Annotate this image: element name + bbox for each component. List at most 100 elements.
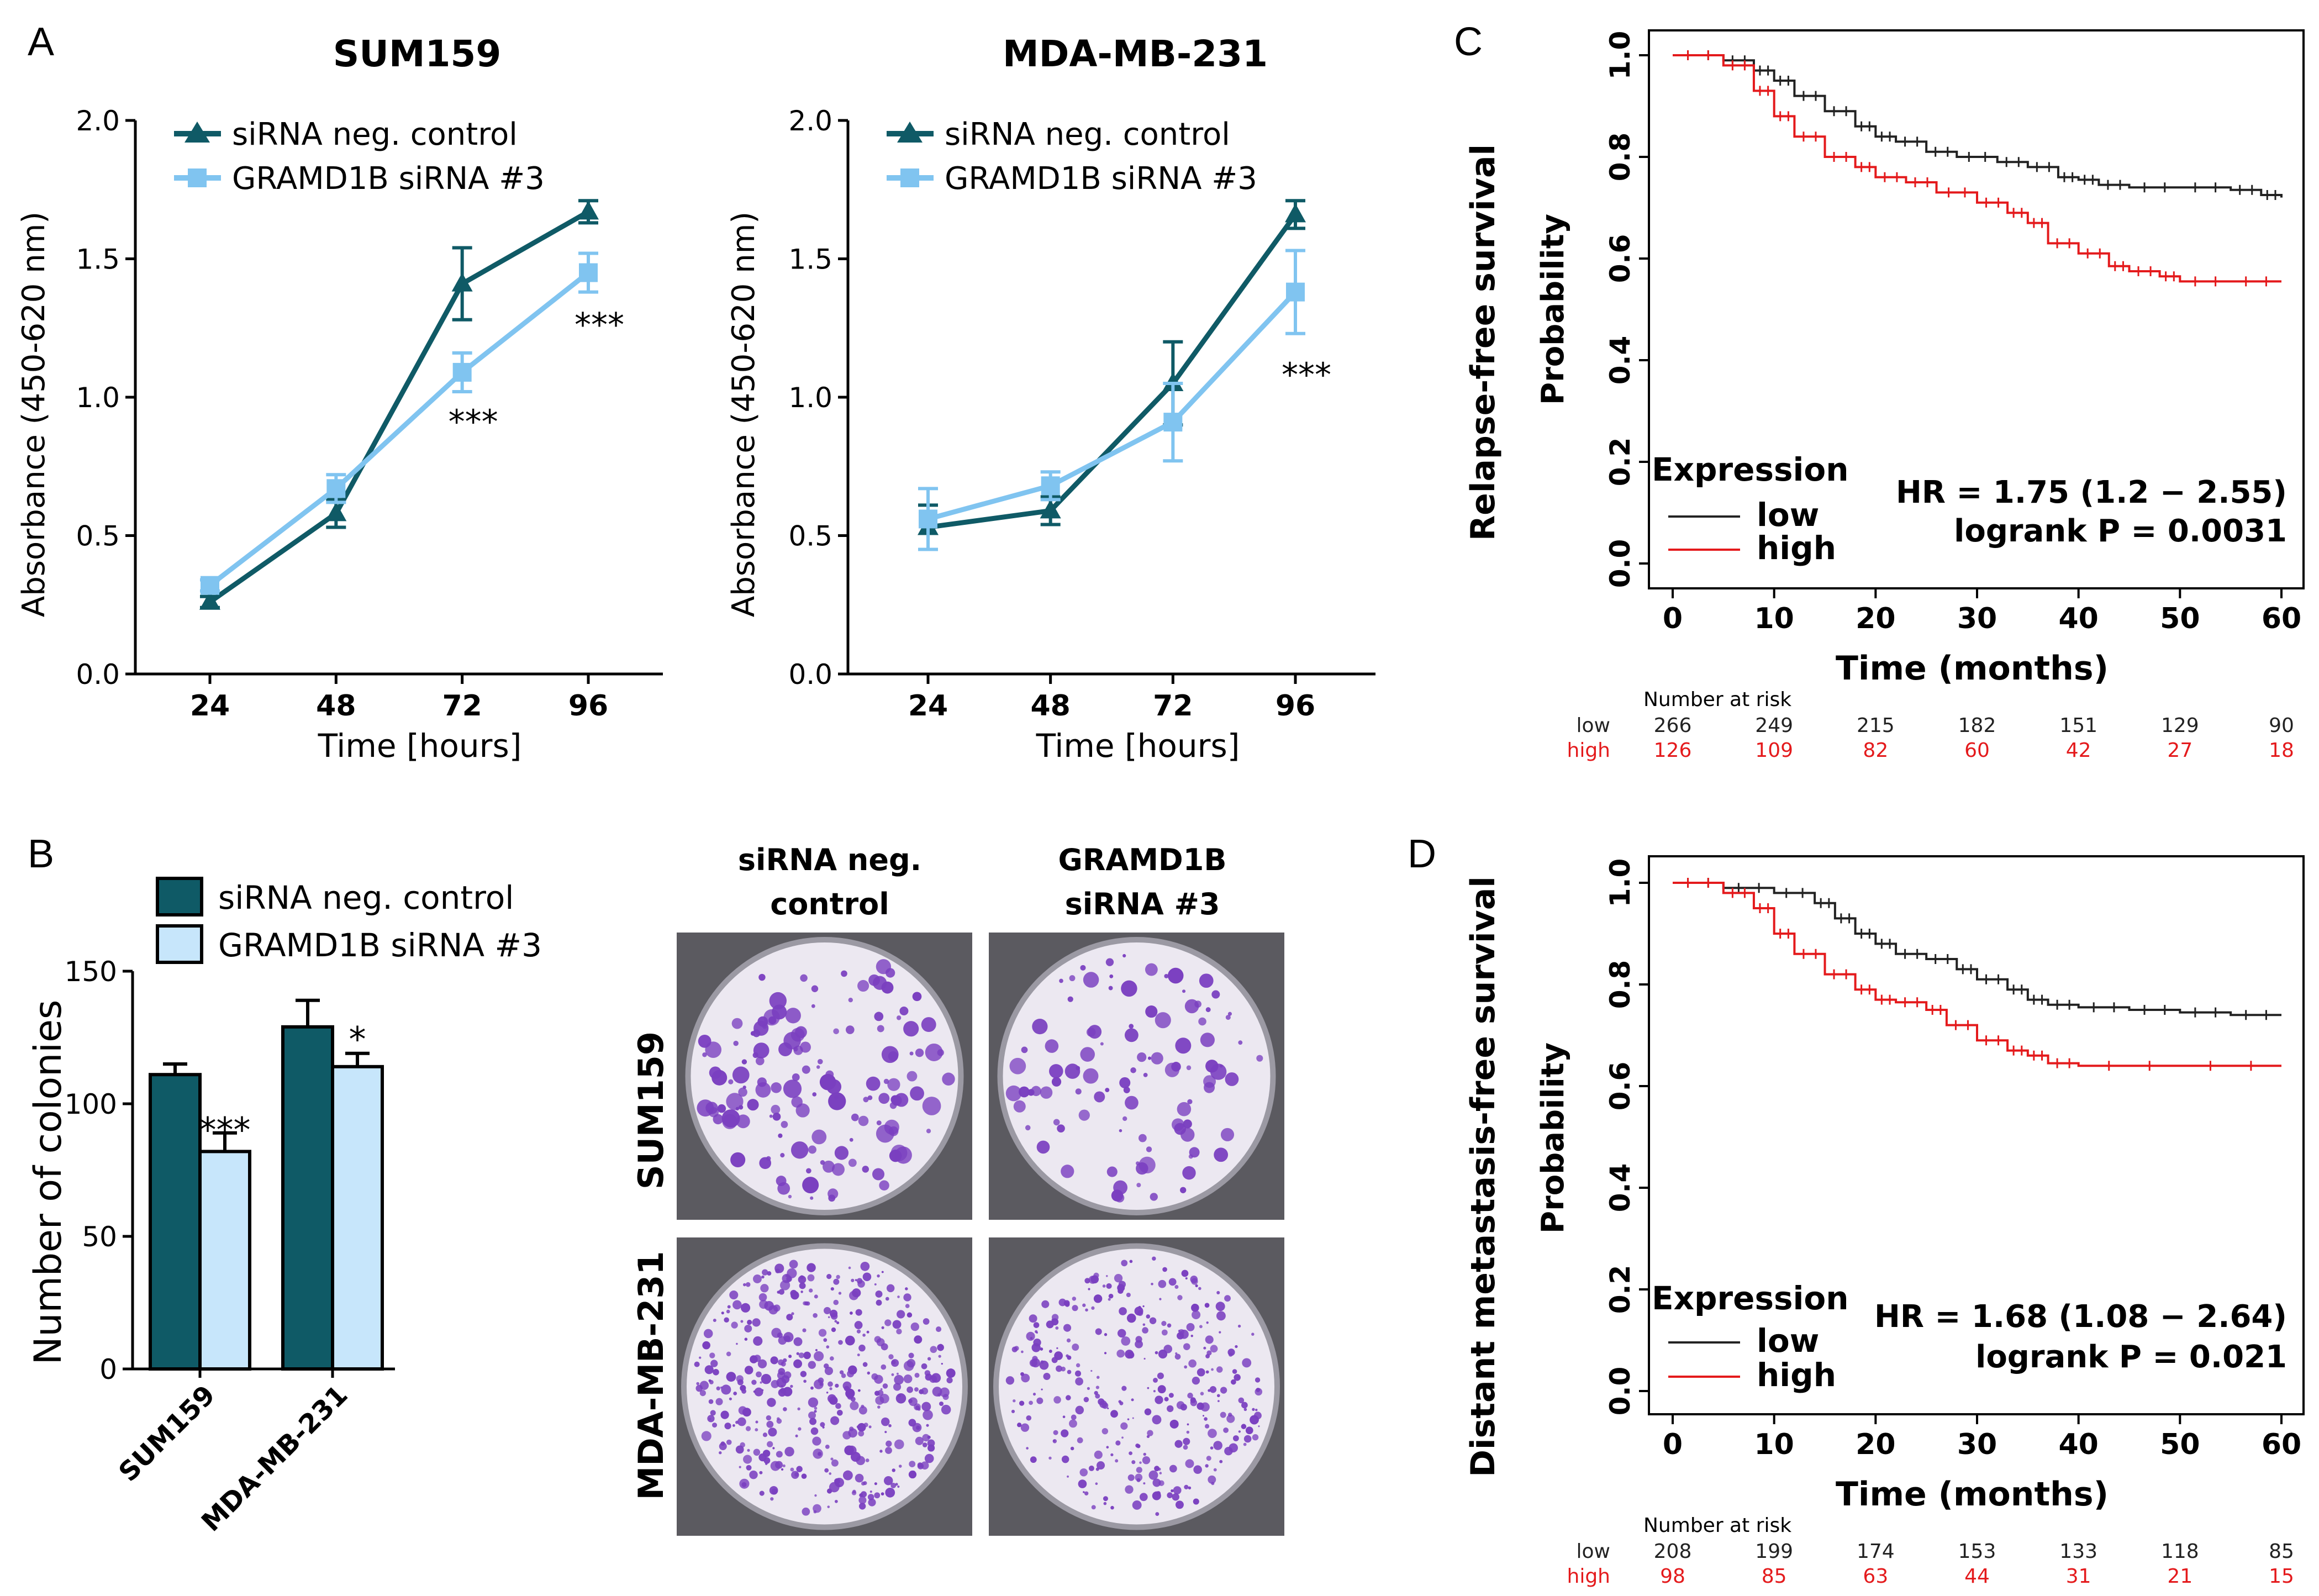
colony-spot: [823, 1307, 831, 1314]
colony-spot: [857, 1389, 861, 1392]
colony-spot: [1185, 1459, 1194, 1468]
colony-spot: [1097, 1461, 1105, 1470]
colony-spot: [1252, 1408, 1255, 1411]
colony-spot: [1033, 1339, 1041, 1347]
colony-spot: [881, 1364, 887, 1370]
colony-spot: [1208, 1475, 1216, 1484]
censor-mark: [2014, 157, 2024, 167]
colony-spot: [1029, 1400, 1033, 1405]
colony-spot: [1013, 1100, 1026, 1113]
legend-label-low: low: [1757, 1322, 1819, 1360]
colony-spot: [771, 1104, 781, 1114]
colony-spot: [1213, 1468, 1217, 1472]
colony-spot: [884, 1119, 899, 1135]
colony-spot: [1121, 1260, 1128, 1267]
colony-spot: [704, 1365, 714, 1374]
colony-spot: [793, 1337, 803, 1346]
colony-spot: [755, 1056, 765, 1066]
colony-plate-1: [677, 933, 972, 1220]
colony-spot: [892, 1468, 895, 1472]
colony-spot: [1142, 1305, 1145, 1308]
colony-spot: [769, 992, 787, 1010]
colony-spot: [1139, 1493, 1148, 1502]
y-tick-label: 0.5: [76, 520, 120, 552]
colony-spot: [838, 1292, 842, 1295]
colony-spot: [1227, 1413, 1232, 1417]
colony-spot: [1208, 1429, 1217, 1438]
colony-spot: [750, 1031, 756, 1036]
censor-mark: [2037, 1050, 2047, 1061]
x-tick-label: 20: [1856, 1428, 1895, 1461]
colony-spot: [786, 1314, 793, 1321]
colony-spot: [842, 1470, 853, 1481]
colony-spot: [1161, 1329, 1168, 1336]
well-surface: [1003, 942, 1271, 1210]
colony-spot: [824, 1468, 829, 1473]
colony-spot: [1211, 1368, 1214, 1371]
survival-curves: [1673, 878, 2281, 1071]
colony-spot: [1146, 1435, 1150, 1439]
x-tick-label: 30: [1957, 602, 1997, 635]
risk-count-low: 133: [2059, 1540, 2097, 1563]
censor-mark: [1885, 131, 1895, 142]
colony-spot: [710, 1410, 716, 1416]
risk-label-low: low: [1577, 714, 1610, 737]
colony-spot: [1211, 990, 1220, 999]
colony-spot: [759, 1299, 768, 1309]
censor-mark: [1930, 954, 1941, 964]
colony-spot: [836, 1321, 840, 1325]
risk-count-high: 109: [1755, 739, 1793, 762]
colony-spot: [1181, 1270, 1189, 1277]
censor-mark: [1810, 949, 1821, 959]
colony-spot: [709, 1380, 714, 1384]
colony-spot: [850, 1401, 859, 1410]
censor-mark: [1930, 146, 1941, 157]
censor-mark: [1727, 60, 1738, 71]
colony-spot: [825, 1070, 834, 1079]
colony-spot: [1083, 1397, 1089, 1403]
colony-spot: [938, 1344, 943, 1349]
colony-spot: [757, 1359, 767, 1368]
colony-spot: [881, 1326, 884, 1329]
censor-mark: [2190, 1007, 2200, 1018]
colony-spot: [1131, 1460, 1136, 1465]
colony-spot: [1095, 1328, 1102, 1335]
colony-spot: [770, 1497, 774, 1501]
colony-spot: [1061, 1165, 1074, 1178]
censor-mark: [1935, 1005, 1946, 1015]
colony-spot: [908, 1399, 913, 1403]
colony-spot: [1252, 1434, 1259, 1441]
colony-spot: [762, 1269, 768, 1276]
colony-spot: [1066, 1338, 1071, 1343]
colony-spot: [808, 1145, 816, 1154]
colony-spot: [733, 1040, 739, 1046]
colony-spot: [1079, 1468, 1088, 1477]
colony-spot: [906, 1386, 913, 1393]
x-tick-label: 40: [2058, 1428, 2098, 1461]
risk-count-high: 15: [2269, 1565, 2294, 1588]
censor-mark: [1781, 888, 1791, 898]
censor-mark: [1959, 187, 1970, 198]
colony-spot: [1168, 1278, 1177, 1286]
colony-spot: [814, 1494, 817, 1497]
colony-spot: [1056, 1347, 1058, 1350]
colony-spot: [783, 1031, 801, 1050]
risk-title: Number at risk: [1643, 688, 1791, 711]
colony-spot: [908, 1419, 916, 1427]
colony-spot: [893, 1383, 902, 1391]
colony-spot: [740, 1303, 751, 1313]
colony-spot: [941, 1404, 951, 1415]
x-tick-label: 24: [908, 689, 948, 723]
colony-spot: [1105, 1274, 1108, 1277]
colony-spot: [777, 1291, 781, 1294]
risk-count-high: 85: [1762, 1565, 1787, 1588]
colony-spot: [716, 1386, 720, 1390]
colony-spot: [1173, 1486, 1182, 1495]
colony-spot: [1131, 1398, 1134, 1402]
colony-spot: [806, 1168, 811, 1174]
colony-spot: [836, 1409, 843, 1416]
colony-spot: [1108, 1293, 1114, 1299]
colony-spot: [1146, 1146, 1152, 1152]
y-tick-label: 0.2: [1604, 438, 1636, 487]
censor-mark: [2064, 1058, 2075, 1068]
